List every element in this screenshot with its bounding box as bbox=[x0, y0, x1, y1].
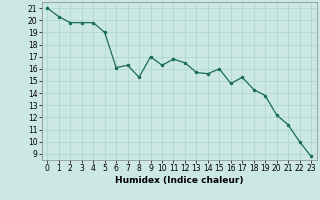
X-axis label: Humidex (Indice chaleur): Humidex (Indice chaleur) bbox=[115, 176, 244, 185]
